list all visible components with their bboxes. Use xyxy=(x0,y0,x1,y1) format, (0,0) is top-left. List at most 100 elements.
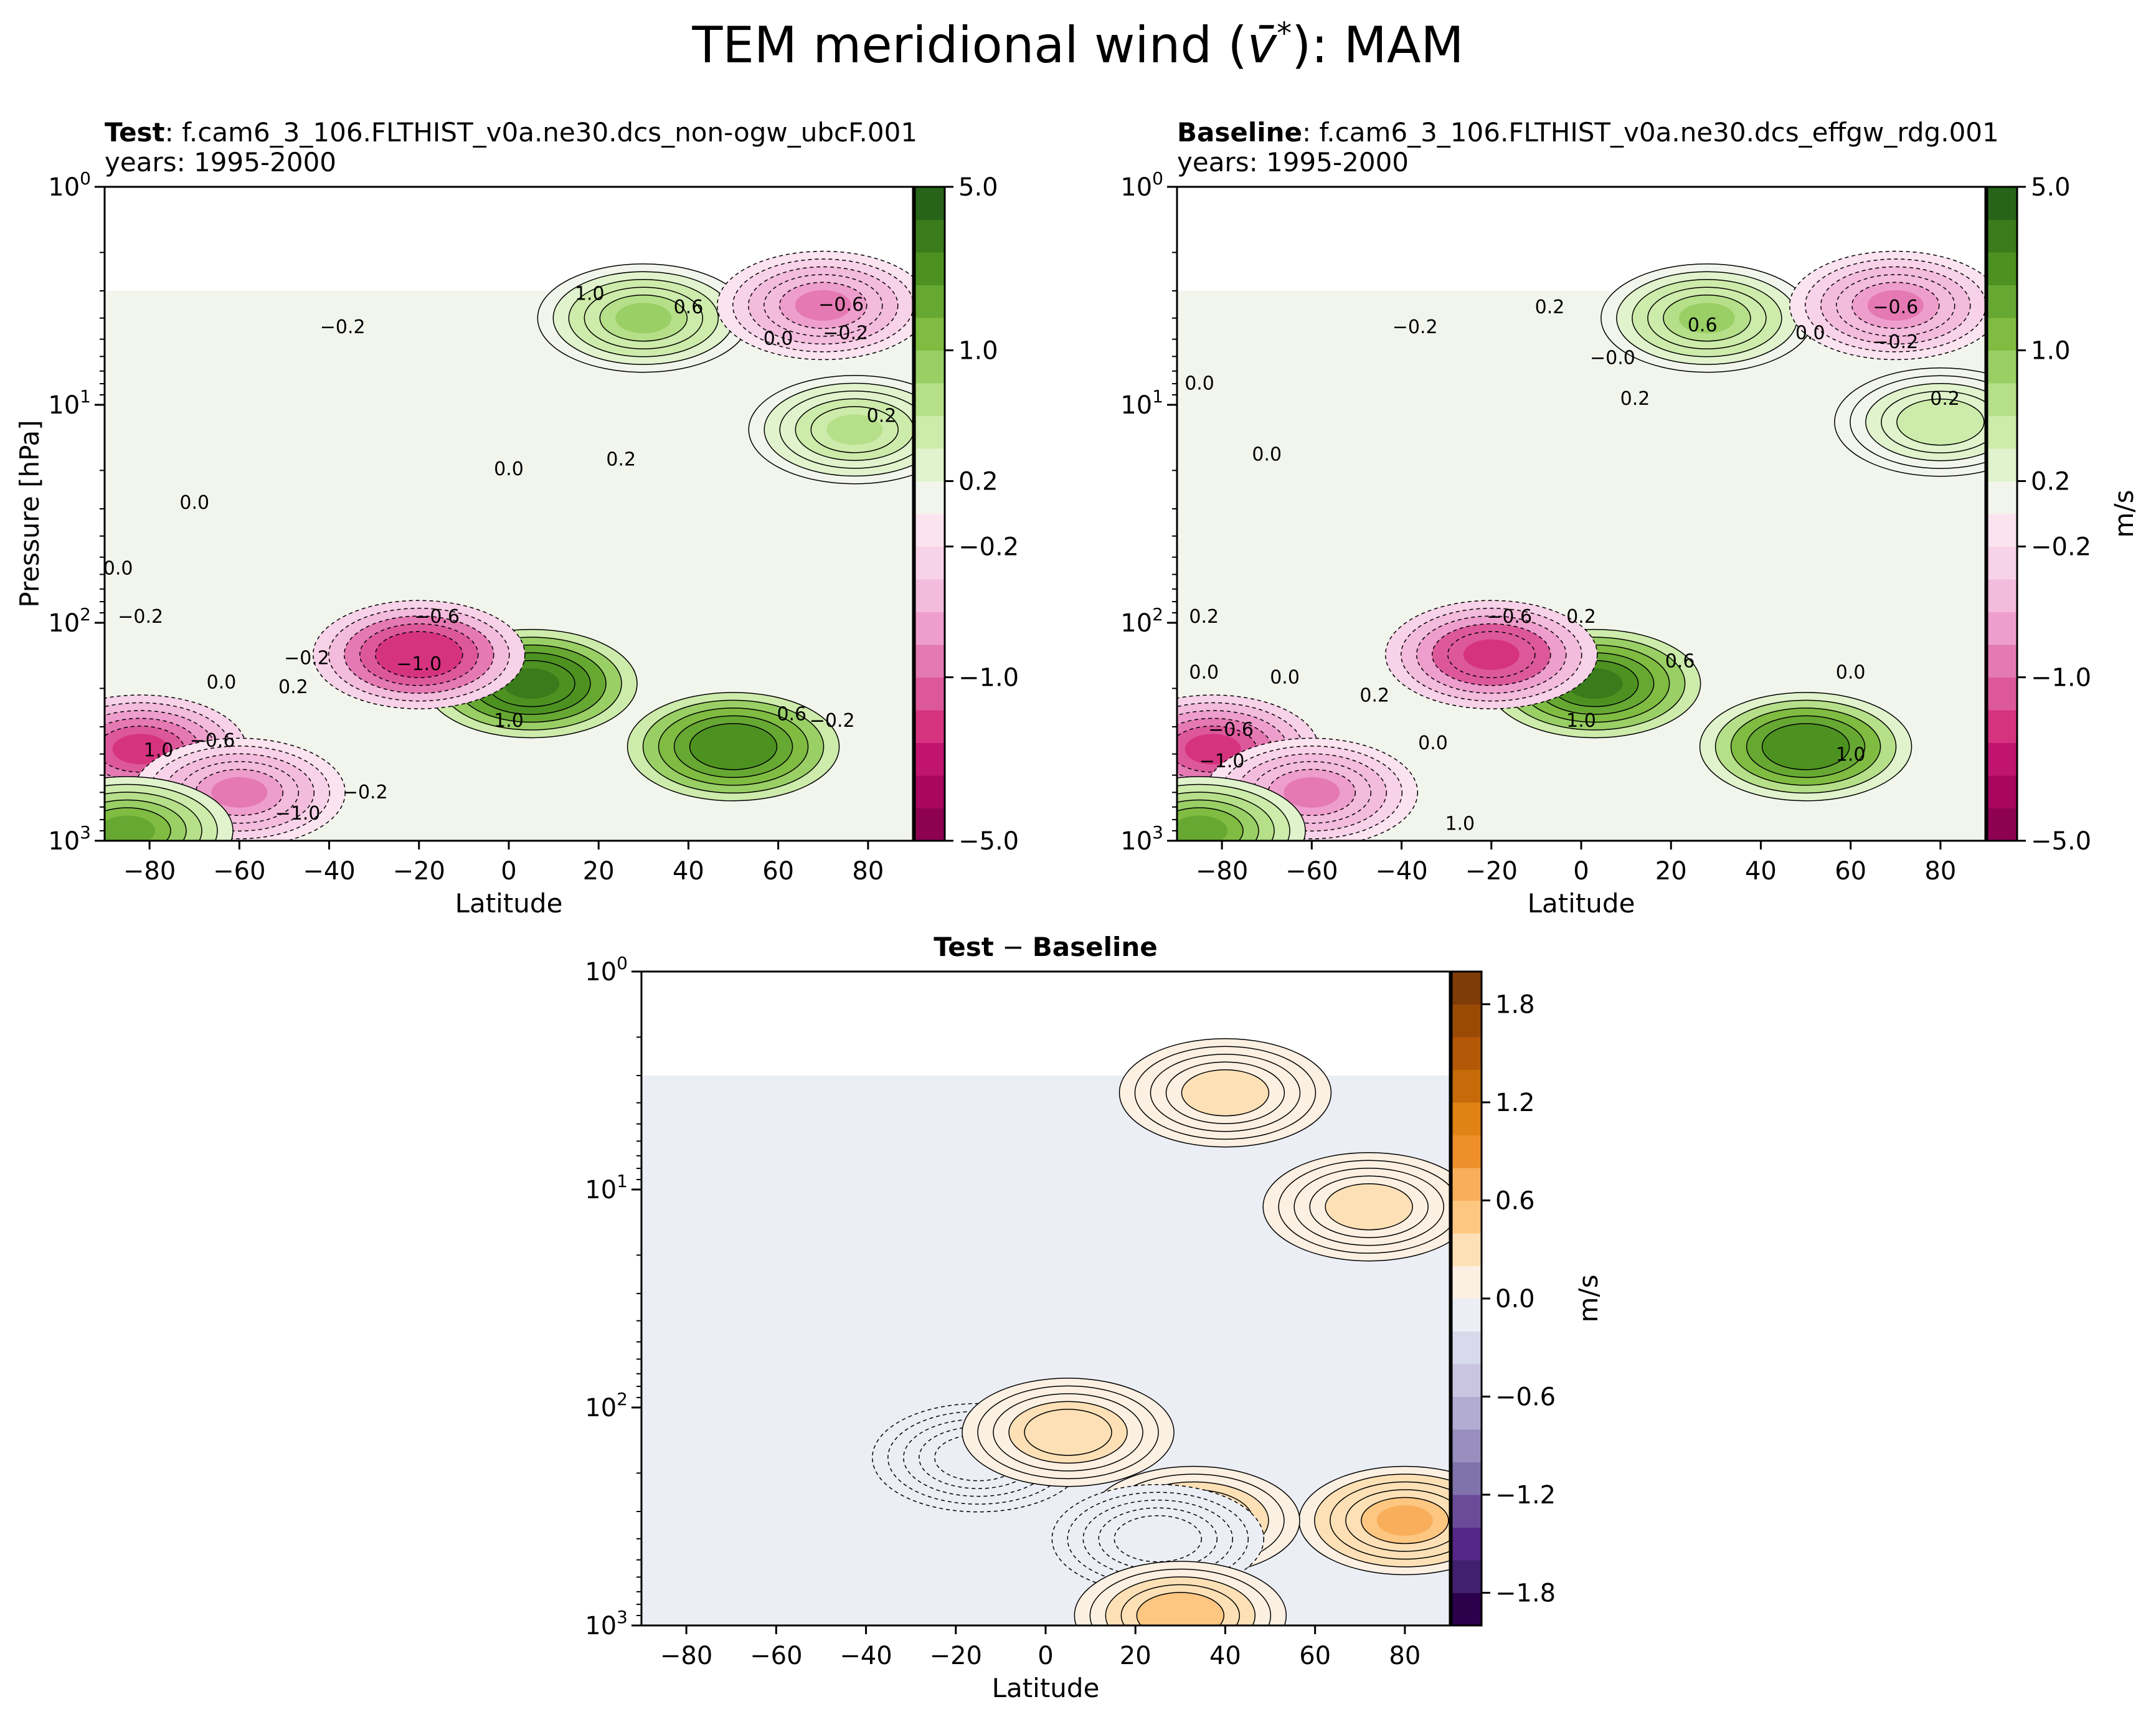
colorbar-segment xyxy=(1987,448,2017,481)
baseline-colorbar-label: m/s xyxy=(2109,490,2139,538)
colorbar-segment xyxy=(1987,645,2017,678)
colorbar-segment xyxy=(1452,972,1482,1005)
y-tick-label: 101 xyxy=(1120,386,1163,420)
baseline-x-label: Latitude xyxy=(1528,888,1635,919)
x-tick-label: −80 xyxy=(1196,857,1248,886)
colorbar-segment xyxy=(1987,808,2017,841)
y-tick-label: 102 xyxy=(48,604,91,638)
test-title: Test: f.cam6_3_106.FLTHIST_v0a.ne30.dcs_… xyxy=(105,117,917,148)
y-tick-label: 103 xyxy=(1120,822,1163,856)
colorbar-segment xyxy=(915,579,945,612)
x-tick-label: 60 xyxy=(1835,857,1866,886)
colorbar-segment xyxy=(1452,1299,1482,1332)
difference-colorbar: 1.8 1.2 0.6 0.0 −0.6 −1.2 −1.8 xyxy=(1450,970,1556,1627)
x-tick-label: −60 xyxy=(213,857,265,886)
colorbar-tick-label: 1.0 xyxy=(958,337,998,366)
field-feature xyxy=(1197,1077,1254,1109)
colorbar-tick-label: −1.0 xyxy=(2031,664,2091,693)
field-feature xyxy=(1777,731,1834,762)
field-feature xyxy=(1463,639,1520,670)
y-tick-label: 103 xyxy=(585,1607,628,1640)
x-tick-label: 20 xyxy=(1120,1642,1151,1670)
field-feature xyxy=(1867,290,1924,321)
colorbar-segment xyxy=(915,677,945,711)
colorbar-segment xyxy=(1452,1429,1482,1462)
y-tick-label: 100 xyxy=(1120,168,1163,202)
contour-label: 1.0 xyxy=(1445,813,1475,835)
colorbar-segment xyxy=(915,514,945,547)
x-tick-label: 0 xyxy=(1038,1642,1053,1670)
colorbar-tick-label: 5.0 xyxy=(958,173,998,202)
x-tick-label: −80 xyxy=(123,857,176,886)
contour-label: 1.0 xyxy=(144,739,174,761)
colorbar-segment xyxy=(1452,1527,1482,1561)
x-tick-label: 20 xyxy=(583,857,615,886)
contour-label: 0.2 xyxy=(1930,388,1960,410)
colorbar-tick-label: 0.6 xyxy=(1495,1187,1535,1216)
colorbar-segment xyxy=(1987,775,2017,808)
contour-label: 0.2 xyxy=(606,449,636,471)
contour-label: −0.2 xyxy=(1392,316,1438,338)
field-feature xyxy=(1678,303,1735,334)
colorbar-segment xyxy=(1452,1331,1482,1365)
contour-label: 0.2 xyxy=(867,405,897,427)
baseline-years: years: 1995-2000 xyxy=(1177,147,1409,177)
contour-label: −0.2 xyxy=(343,782,388,803)
colorbar-segment xyxy=(1987,415,2017,449)
colorbar-tick-label: 1.0 xyxy=(2031,337,2071,366)
colorbar-tick-label: 1.2 xyxy=(1495,1089,1535,1117)
colorbar-segment xyxy=(915,285,945,318)
colorbar-segment xyxy=(915,383,945,416)
x-tick-label: −60 xyxy=(1285,857,1338,886)
contour-label: 0.2 xyxy=(1535,296,1565,318)
baseline-panel: Baseline: f.cam6_3_106.FLTHIST_v0a.ne30.… xyxy=(1120,117,2139,919)
colorbar-segment xyxy=(1452,1200,1482,1234)
y-tick-label: 101 xyxy=(48,386,91,420)
colorbar-segment xyxy=(1987,677,2017,711)
contour-label: −0.6 xyxy=(414,606,460,628)
colorbar-tick-label: −0.2 xyxy=(958,533,1019,562)
difference-x-ticks: −80 −60 −40 −20 0 20 40 60 80 xyxy=(660,1625,1421,1670)
contour-label: 0.0 xyxy=(1795,323,1825,344)
y-tick-label: 103 xyxy=(48,822,91,856)
x-tick-label: −80 xyxy=(660,1642,712,1670)
y-tick-label: 101 xyxy=(585,1171,628,1204)
colorbar-segment xyxy=(1452,1069,1482,1103)
x-tick-label: 0 xyxy=(501,857,516,886)
baseline-y-ticks: 100 101 102 103 xyxy=(1120,168,1177,856)
colorbar-segment xyxy=(915,448,945,481)
x-tick-label: 60 xyxy=(762,857,794,886)
colorbar-segment xyxy=(1452,1168,1482,1201)
colorbar-segment xyxy=(1987,612,2017,645)
contour-label: 0.0 xyxy=(1252,443,1282,465)
colorbar-segment xyxy=(1987,546,2017,580)
contour-label: 0.2 xyxy=(278,676,308,698)
colorbar-segment xyxy=(915,808,945,841)
colorbar-segment xyxy=(1987,481,2017,514)
x-tick-label: 40 xyxy=(1745,857,1777,886)
colorbar-segment xyxy=(1452,1592,1482,1626)
contour-label: −1.0 xyxy=(396,653,442,675)
colorbar-segment xyxy=(915,645,945,678)
contour-label: 0.0 xyxy=(1418,732,1448,754)
colorbar-segment xyxy=(915,350,945,384)
contour-label: −0.2 xyxy=(118,606,163,628)
colorbar-segment xyxy=(1987,383,2017,416)
contour-label: 0.2 xyxy=(1620,388,1650,410)
y-tick-label: 100 xyxy=(585,953,628,986)
x-tick-label: 0 xyxy=(1573,857,1589,886)
difference-colorbar-label: m/s xyxy=(1573,1275,1604,1323)
field-feature xyxy=(795,290,851,321)
colorbar-segment xyxy=(1452,1135,1482,1168)
field-feature xyxy=(705,731,762,762)
difference-panel: Test − Baseline −80 −60 −40 −20 0 20 40 60 80 10… xyxy=(585,932,1604,1703)
baseline-x-ticks: −80 −60 −40 −20 0 20 40 60 80 xyxy=(1196,841,1956,886)
test-field: 1.00.6−0.2−0.6−0.20.00.20.0 0.20.00.0−0.2… xyxy=(105,250,913,841)
colorbar-segment xyxy=(1987,219,2017,253)
contour-label: 0.0 xyxy=(1836,661,1866,683)
contour-label: 0.6 xyxy=(1665,650,1695,672)
colorbar-tick-label: −5.0 xyxy=(958,827,1019,856)
contour-label: 1.0 xyxy=(1566,710,1596,732)
field-feature xyxy=(1152,1600,1209,1625)
test-x-label: Latitude xyxy=(455,888,563,919)
